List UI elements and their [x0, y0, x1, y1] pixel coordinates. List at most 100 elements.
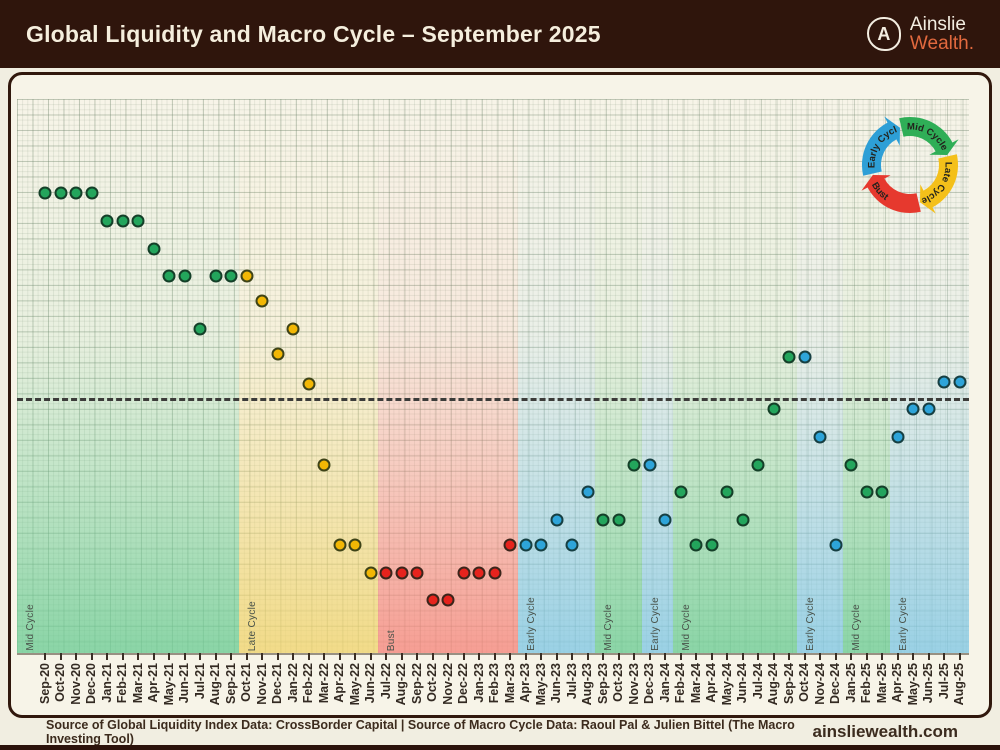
x-tick	[726, 653, 728, 660]
x-tick	[400, 653, 403, 660]
data-point	[860, 485, 873, 499]
data-point	[54, 186, 67, 200]
x-tick	[90, 653, 93, 660]
x-axis-label: Apr-22	[332, 663, 346, 703]
data-point	[255, 294, 269, 308]
data-point	[720, 485, 734, 499]
x-tick	[555, 653, 558, 660]
x-tick	[772, 653, 775, 660]
x-tick	[168, 653, 170, 660]
data-point	[286, 322, 300, 336]
x-axis-label: Sep-23	[595, 663, 610, 704]
x-axis-label: Jul-23	[564, 663, 579, 700]
phase-band-label: Late Cycle	[246, 600, 258, 651]
data-point	[953, 375, 966, 388]
x-axis-label: Feb-21	[115, 663, 129, 704]
x-tick	[183, 653, 186, 660]
data-point	[333, 538, 346, 552]
x-tick	[710, 653, 713, 660]
header: Global Liquidity and Macro Cycle – Septe…	[0, 0, 1000, 68]
data-point	[844, 458, 858, 472]
phase-band-label: Mid Cycle	[851, 604, 863, 651]
x-axis-label: Sep-20	[37, 663, 52, 704]
x-tick	[524, 653, 527, 660]
data-point	[519, 538, 532, 552]
x-tick	[152, 653, 155, 660]
x-tick	[137, 653, 139, 660]
x-axis-line	[17, 653, 969, 655]
x-axis-label: Oct-22	[425, 663, 439, 702]
phase-band-label: Bust	[386, 629, 398, 651]
x-axis-label: Dec-21	[270, 663, 284, 704]
data-point	[705, 538, 718, 552]
x-axis-label: Mar-23	[502, 663, 517, 704]
x-axis-label: Feb-22	[301, 663, 315, 704]
x-axis-label: Nov-24	[812, 663, 827, 705]
x-tick	[354, 653, 356, 660]
brand-logo: A Ainslie Wealth.	[866, 15, 974, 53]
x-axis-label: Feb-25	[859, 663, 873, 704]
x-axis-label: Jul-22	[378, 663, 393, 700]
x-tick	[462, 653, 465, 660]
threshold-dashed-line	[17, 398, 969, 402]
phase-band	[672, 99, 797, 653]
data-point	[85, 186, 98, 200]
x-axis-label: Apr-25	[890, 663, 904, 703]
x-axis-label: Jun-25	[921, 663, 935, 704]
x-axis-label: Jan-21	[99, 663, 114, 703]
x-tick	[75, 653, 77, 660]
data-point	[162, 269, 176, 283]
data-point	[131, 214, 145, 228]
x-axis-label: Jun-22	[363, 663, 377, 704]
phase-band-label: Early Cycle	[804, 597, 816, 651]
x-axis-label: Mar-25	[874, 663, 889, 704]
data-point	[689, 538, 703, 552]
data-point	[302, 377, 315, 391]
x-tick	[633, 653, 635, 660]
brand-name: Ainslie Wealth.	[910, 15, 974, 53]
x-tick	[431, 653, 434, 660]
cycle-wheel-arrow	[899, 116, 959, 155]
x-tick	[912, 653, 914, 660]
x-tick	[416, 653, 418, 660]
x-tick	[958, 653, 961, 660]
x-axis-label: Jul-25	[936, 663, 951, 700]
x-axis-label: Nov-21	[254, 663, 269, 705]
x-tick	[850, 653, 852, 660]
x-axis-label: May-25	[905, 663, 920, 706]
x-axis-label: Sep-24	[781, 663, 796, 704]
page-title: Global Liquidity and Macro Cycle – Septe…	[26, 20, 601, 47]
source-attribution-text: Source of Global Liquidity Index Data: C…	[46, 717, 795, 746]
x-tick	[276, 653, 279, 660]
x-axis-label: Aug-25	[952, 663, 966, 706]
data-point	[69, 186, 83, 200]
x-axis-label: Aug-21	[208, 663, 222, 706]
phase-band	[796, 99, 844, 653]
x-tick	[896, 653, 899, 660]
data-point	[426, 593, 439, 607]
x-tick	[230, 653, 232, 660]
phase-band	[238, 99, 379, 653]
data-point	[348, 538, 362, 552]
x-axis-label: Aug-22	[394, 663, 408, 706]
data-point	[798, 350, 811, 364]
data-point	[581, 485, 594, 499]
phase-band	[517, 99, 596, 653]
brand-name-line2: Wealth.	[909, 33, 974, 54]
data-point	[565, 538, 579, 552]
x-axis-label: Jun-24	[735, 663, 749, 704]
x-tick	[307, 653, 310, 660]
x-axis-label: May-23	[533, 663, 548, 706]
x-tick	[447, 653, 449, 660]
x-tick	[803, 653, 806, 660]
phase-band-label: Mid Cycle	[25, 604, 36, 651]
data-point	[178, 269, 191, 283]
data-point	[100, 214, 114, 228]
x-tick	[323, 653, 325, 660]
phase-band	[641, 99, 673, 653]
cycle-wheel-label: Early Cycle	[845, 100, 899, 168]
x-axis-label: Apr-23	[518, 663, 532, 703]
x-axis-label: Jan-22	[285, 663, 300, 703]
x-tick	[369, 653, 372, 660]
